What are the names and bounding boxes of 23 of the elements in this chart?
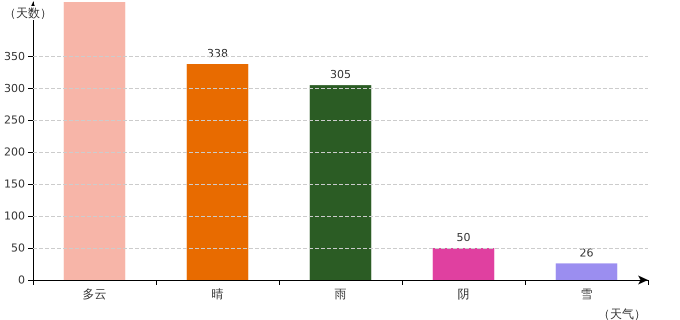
bar <box>432 248 494 280</box>
bar <box>186 64 248 280</box>
x-tick-label: 多云 <box>82 287 106 301</box>
y-tick-label: 250 <box>4 114 25 127</box>
x-tick-label: 雨 <box>334 287 346 301</box>
data-label: 50 <box>456 231 470 244</box>
y-tick-label: 200 <box>4 146 25 159</box>
bar <box>310 85 372 280</box>
y-axis-title: （天数） <box>4 6 52 20</box>
y-tick-label: 300 <box>4 82 25 95</box>
x-axis-title: （天气） <box>598 307 646 320</box>
bar <box>556 263 618 280</box>
data-label: 26 <box>580 246 594 260</box>
data-label: 305 <box>330 68 351 82</box>
x-tick-label: 阴 <box>458 287 470 301</box>
x-tick-label: 雪 <box>580 287 592 301</box>
y-tick-label: 0 <box>18 274 25 286</box>
y-tick-label: 150 <box>4 178 25 191</box>
x-tick-label: 晴 <box>212 287 224 301</box>
y-tick-label: 50 <box>11 242 25 255</box>
y-tick-label: 100 <box>4 210 25 223</box>
y-tick-label: 350 <box>4 50 25 63</box>
bar <box>64 2 126 280</box>
